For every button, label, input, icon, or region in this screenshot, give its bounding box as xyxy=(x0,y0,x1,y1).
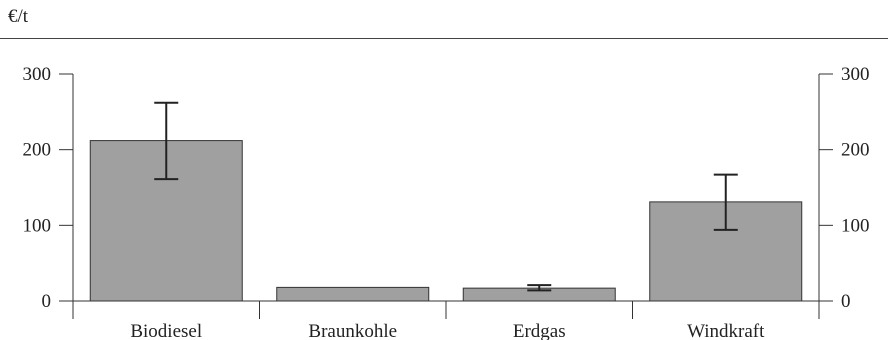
unit-label: €/t xyxy=(8,6,29,27)
x-category-label: Biodiesel xyxy=(130,321,202,340)
chart-labels: 0 0 100 100 200 200 300 300 Biodiesel Braunkohle E… xyxy=(23,64,870,340)
header-rule xyxy=(0,38,888,39)
y-tick-label-right: 0 xyxy=(841,291,851,312)
y-tick-label-left: 0 xyxy=(42,291,52,312)
y-tick-label-right: 200 xyxy=(841,140,870,161)
bar xyxy=(276,286,430,302)
chart-error-bars xyxy=(154,101,738,292)
x-category-label: Braunkohle xyxy=(308,321,397,340)
x-category-label: Windkraft xyxy=(687,321,765,340)
y-tick-label-left: 200 xyxy=(23,140,52,161)
chart-bars xyxy=(89,140,803,302)
y-tick-label-left: 300 xyxy=(23,64,52,85)
y-tick-label-right: 300 xyxy=(841,64,870,85)
y-tick-label-left: 100 xyxy=(23,215,52,236)
y-tick-label-right: 100 xyxy=(841,215,870,236)
x-category-label: Erdgas xyxy=(513,321,566,340)
